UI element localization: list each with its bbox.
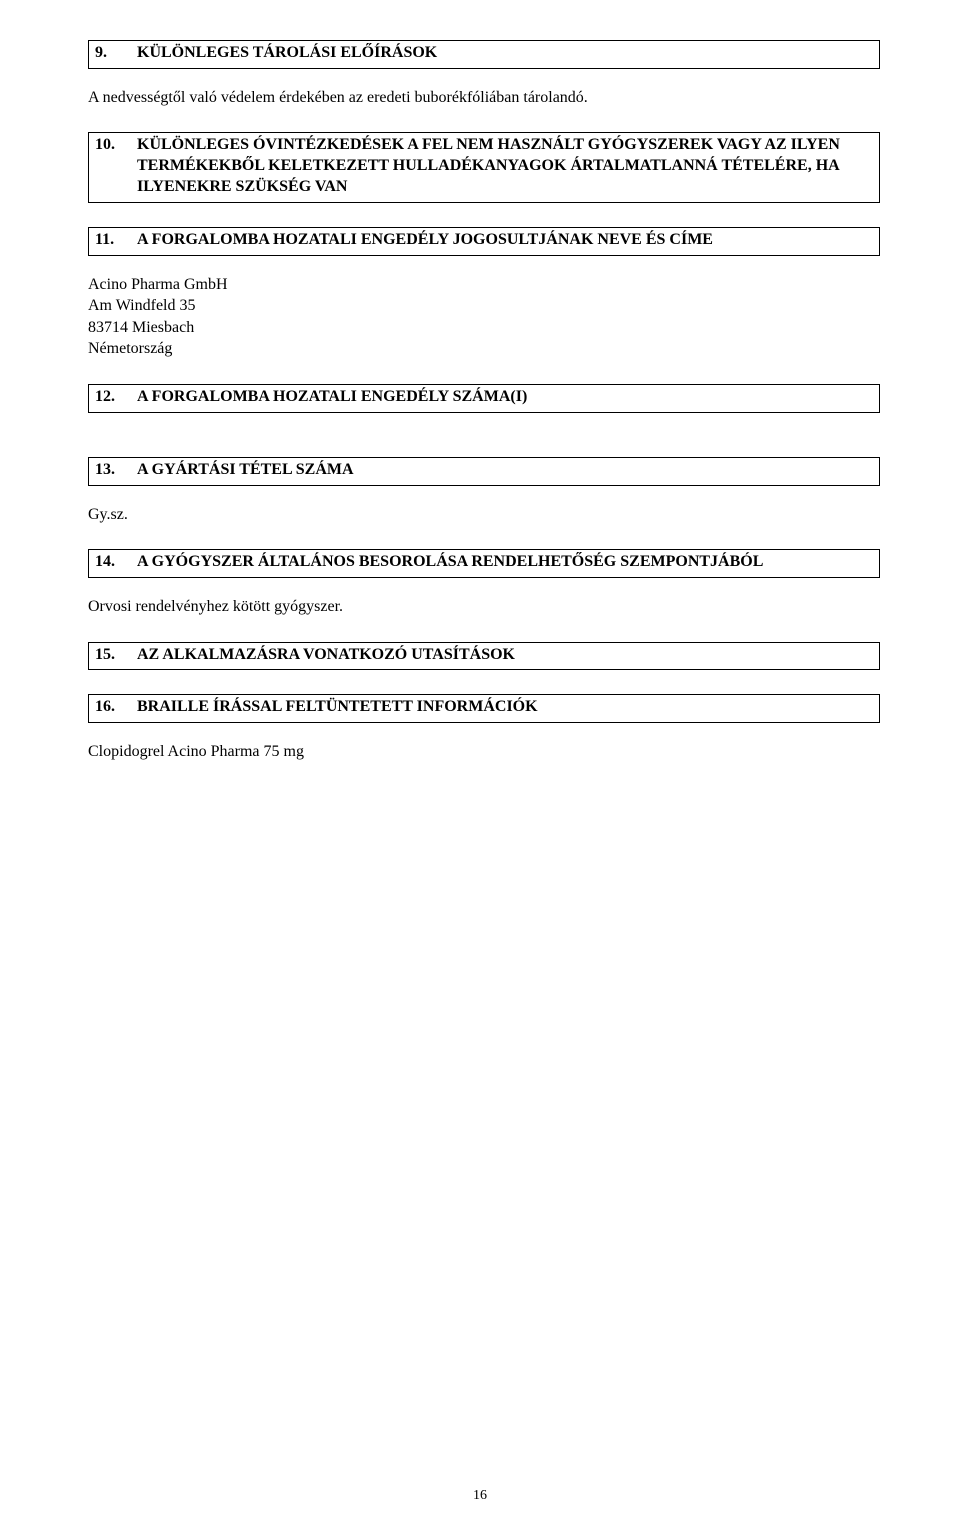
section-title: BRAILLE ÍRÁSSAL FELTÜNTETETT INFORMÁCIÓK bbox=[137, 697, 873, 718]
section-header: 15. AZ ALKALMAZÁSRA VONATKOZÓ UTASÍTÁSOK bbox=[95, 645, 873, 666]
section-number: 10. bbox=[95, 135, 137, 197]
section-header: 16. BRAILLE ÍRÁSSAL FELTÜNTETETT INFORMÁ… bbox=[95, 697, 873, 718]
section-box: 13. A GYÁRTÁSI TÉTEL SZÁMA bbox=[88, 457, 880, 486]
section-title: A GYÓGYSZER ÁLTALÁNOS BESOROLÁSA RENDELH… bbox=[137, 552, 873, 573]
section-header: 14. A GYÓGYSZER ÁLTALÁNOS BESOROLÁSA REN… bbox=[95, 552, 873, 573]
section-number: 15. bbox=[95, 645, 137, 666]
document-page: 9. KÜLÖNLEGES TÁROLÁSI ELŐÍRÁSOK A nedve… bbox=[0, 0, 960, 1534]
section-title: A FORGALOMBA HOZATALI ENGEDÉLY JOGOSULTJ… bbox=[137, 230, 873, 251]
section-box: 14. A GYÓGYSZER ÁLTALÁNOS BESOROLÁSA REN… bbox=[88, 549, 880, 578]
section-header: 10. KÜLÖNLEGES ÓVINTÉZKEDÉSEK A FEL NEM … bbox=[95, 135, 873, 197]
section-body: Acino Pharma GmbH Am Windfeld 35 83714 M… bbox=[88, 274, 880, 360]
section-number: 16. bbox=[95, 697, 137, 718]
section-box: 15. AZ ALKALMAZÁSRA VONATKOZÓ UTASÍTÁSOK bbox=[88, 642, 880, 671]
page-number: 16 bbox=[0, 1488, 960, 1504]
section-body: Orvosi rendelvényhez kötött gyógyszer. bbox=[88, 596, 880, 618]
section-box: 11. A FORGALOMBA HOZATALI ENGEDÉLY JOGOS… bbox=[88, 227, 880, 256]
section-header: 12. A FORGALOMBA HOZATALI ENGEDÉLY SZÁMA… bbox=[95, 387, 873, 408]
section-box: 9. KÜLÖNLEGES TÁROLÁSI ELŐÍRÁSOK bbox=[88, 40, 880, 69]
spacer bbox=[88, 413, 880, 433]
section-title: KÜLÖNLEGES ÓVINTÉZKEDÉSEK A FEL NEM HASZ… bbox=[137, 135, 873, 197]
section-number: 14. bbox=[95, 552, 137, 573]
section-number: 13. bbox=[95, 460, 137, 481]
section-box: 16. BRAILLE ÍRÁSSAL FELTÜNTETETT INFORMÁ… bbox=[88, 694, 880, 723]
section-number: 12. bbox=[95, 387, 137, 408]
section-box: 10. KÜLÖNLEGES ÓVINTÉZKEDÉSEK A FEL NEM … bbox=[88, 132, 880, 202]
section-header: 13. A GYÁRTÁSI TÉTEL SZÁMA bbox=[95, 460, 873, 481]
section-body: Clopidogrel Acino Pharma 75 mg bbox=[88, 741, 880, 763]
section-title: A FORGALOMBA HOZATALI ENGEDÉLY SZÁMA(I) bbox=[137, 387, 873, 408]
section-number: 9. bbox=[95, 43, 137, 64]
section-header: 9. KÜLÖNLEGES TÁROLÁSI ELŐÍRÁSOK bbox=[95, 43, 873, 64]
section-title: KÜLÖNLEGES TÁROLÁSI ELŐÍRÁSOK bbox=[137, 43, 873, 64]
section-body: A nedvességtől való védelem érdekében az… bbox=[88, 87, 880, 109]
section-box: 12. A FORGALOMBA HOZATALI ENGEDÉLY SZÁMA… bbox=[88, 384, 880, 413]
section-body: Gy.sz. bbox=[88, 504, 880, 526]
section-number: 11. bbox=[95, 230, 137, 251]
section-title: AZ ALKALMAZÁSRA VONATKOZÓ UTASÍTÁSOK bbox=[137, 645, 873, 666]
section-header: 11. A FORGALOMBA HOZATALI ENGEDÉLY JOGOS… bbox=[95, 230, 873, 251]
section-title: A GYÁRTÁSI TÉTEL SZÁMA bbox=[137, 460, 873, 481]
